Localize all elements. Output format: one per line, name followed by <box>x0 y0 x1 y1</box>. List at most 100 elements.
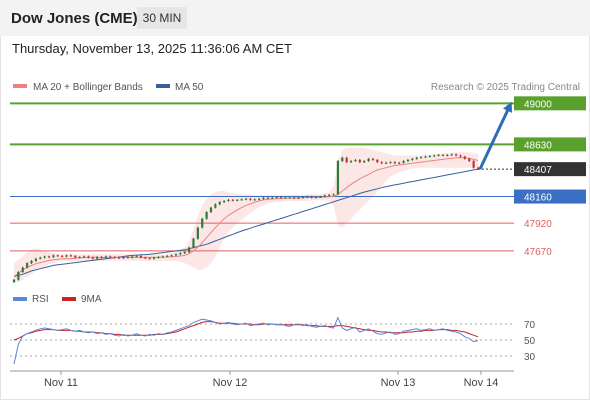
candle-body <box>131 256 134 258</box>
candle-body <box>476 167 480 170</box>
candle-body <box>113 257 116 259</box>
candle-body <box>166 255 169 257</box>
rsi-tick-50: 50 <box>524 336 536 347</box>
level-label-47670: 47670 <box>524 247 552 258</box>
ma20-line <box>13 157 479 277</box>
candle-body <box>262 197 265 199</box>
candle-body <box>192 238 195 248</box>
rsi-line <box>13 316 479 365</box>
rsi-legend-swatch <box>13 297 27 301</box>
candle-body <box>61 255 64 257</box>
level-box-48407 <box>514 162 586 177</box>
candle-body <box>389 162 392 164</box>
candle-body <box>415 157 418 159</box>
candle-body <box>323 195 326 197</box>
candle-body <box>34 258 37 261</box>
candle-body <box>135 255 138 257</box>
candle-body <box>402 161 405 163</box>
candle-body <box>253 199 256 201</box>
candle-body <box>82 256 86 258</box>
x-axis-label: Nov 12 <box>213 377 248 389</box>
candle-body <box>446 154 449 156</box>
level-label-47920: 47920 <box>524 219 552 230</box>
candle-body <box>65 255 68 257</box>
bollinger-band-area <box>14 147 478 284</box>
candle-body <box>301 197 305 199</box>
candle-body <box>393 162 396 164</box>
candle-body <box>87 256 90 258</box>
candle-body <box>69 255 73 257</box>
ma50-line <box>13 168 479 277</box>
level-label-48630: 48630 <box>524 140 552 151</box>
chart-header: Dow Jones (CME) 30 MIN <box>0 0 590 36</box>
candle-body <box>126 257 129 259</box>
candle-body <box>144 257 147 259</box>
candle-body <box>205 212 208 219</box>
candle-body <box>293 197 296 199</box>
candle-body <box>279 197 283 199</box>
candle-body <box>380 162 383 164</box>
ma50-legend-swatch <box>156 84 170 88</box>
instrument-title: Dow Jones (CME) <box>11 10 138 27</box>
ma50-legend-label: MA 50 <box>175 82 204 93</box>
candle-body <box>240 199 243 201</box>
candle-body <box>209 207 213 213</box>
candle-body <box>152 257 156 259</box>
candle-body <box>249 198 252 200</box>
ma20-legend-label: MA 20 + Bollinger Bands <box>33 82 143 93</box>
projection-arrow <box>478 101 512 170</box>
candle-body <box>288 197 291 199</box>
candle-body <box>266 197 269 199</box>
candle-body <box>275 197 278 199</box>
candle-body <box>310 196 313 198</box>
candle-body <box>214 204 217 208</box>
candle-body <box>227 199 230 201</box>
candle-body <box>367 158 370 162</box>
candle-body <box>376 159 379 163</box>
candle-body <box>306 196 309 198</box>
candle-body <box>223 200 226 203</box>
level-label-48160: 48160 <box>524 193 552 204</box>
candle-body <box>258 198 261 200</box>
x-axis-label: Nov 11 <box>44 377 78 389</box>
candle-body <box>349 161 353 163</box>
candle-body <box>384 162 388 164</box>
candle-body <box>419 157 423 159</box>
candle-body <box>104 256 108 258</box>
candle-body <box>161 256 164 258</box>
rsi-tick-30: 30 <box>524 352 536 363</box>
candle-body <box>363 161 366 163</box>
level-label-49000: 49000 <box>524 99 552 110</box>
candle-body <box>406 159 410 162</box>
watermark: Research © 2025 Trading Central <box>431 82 580 93</box>
candle-body <box>284 197 287 199</box>
candle-body <box>441 154 445 156</box>
candle-body <box>109 256 112 258</box>
candle-body <box>96 257 99 259</box>
level-box-48630 <box>514 137 586 152</box>
candle-body <box>463 156 466 159</box>
candle-body <box>74 255 77 258</box>
candle-body <box>398 162 401 164</box>
level-box-49000 <box>514 96 586 111</box>
candle-body <box>319 196 322 198</box>
candle-body <box>244 198 248 200</box>
candle-body <box>117 257 121 259</box>
candle-body <box>336 161 340 195</box>
candle-body <box>39 257 42 259</box>
timeframe-button[interactable]: 30 MIN <box>137 7 187 29</box>
candle-body <box>174 254 178 256</box>
candle-body <box>26 263 29 268</box>
candle-body <box>12 279 16 282</box>
candle-body <box>271 197 274 199</box>
candle-body <box>332 194 335 196</box>
rsi-tick-70: 70 <box>524 320 536 331</box>
candle-body <box>157 257 160 259</box>
candle-body <box>218 202 221 205</box>
candle-body <box>183 252 186 254</box>
candle-body <box>236 199 239 201</box>
candle-body <box>170 255 173 257</box>
candle-body <box>47 256 51 258</box>
candle-body <box>43 256 46 258</box>
candle-body <box>148 258 151 260</box>
